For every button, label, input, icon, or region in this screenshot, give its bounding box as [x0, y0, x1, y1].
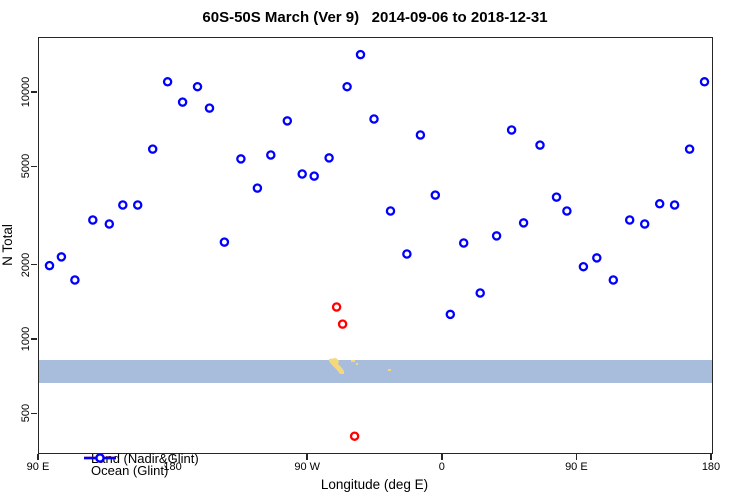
data-point [162, 77, 173, 87]
data-point [402, 249, 412, 259]
y-axis-label: N Total [0, 224, 15, 266]
data-point [535, 140, 545, 150]
data-point [342, 81, 352, 92]
x-tick-label: 180 [163, 461, 182, 473]
y-tick-mark [31, 91, 37, 93]
map-band-land-patagonia [329, 358, 344, 374]
x-tick-label: 0 [438, 461, 445, 473]
y-tick-label: 2000 [20, 252, 32, 277]
data-point [236, 154, 246, 164]
data-point [385, 206, 396, 216]
data-point [349, 431, 360, 441]
x-tick-mark [575, 453, 578, 460]
data-point [654, 199, 665, 209]
x-tick-label: 90 W [294, 461, 321, 473]
data-point [430, 190, 441, 200]
y-tick-mark [31, 263, 37, 266]
data-point [118, 200, 128, 210]
map-band-land-island [356, 363, 358, 365]
legend: Land (Nadir&Glint) Ocean (Glint) [83, 451, 199, 479]
data-point [355, 49, 366, 60]
data-point [458, 238, 469, 248]
data-point [70, 275, 80, 285]
data-point [309, 171, 319, 181]
x-tick-mark [441, 453, 443, 460]
data-point [445, 309, 456, 320]
y-tick-mark [31, 412, 37, 415]
data-point [252, 183, 263, 193]
data-point [192, 81, 203, 92]
data-point [132, 200, 143, 210]
map-band-land-island [388, 369, 391, 371]
plot-area: Land (Nadir&Glint) Ocean (Glint) [38, 37, 713, 478]
data-point [415, 130, 426, 140]
x-tick-mark [306, 453, 308, 460]
data-point [608, 275, 619, 285]
chart-title: 60S-50S March (Ver 9) 2014-09-06 to 2018… [202, 9, 548, 26]
data-point [551, 192, 562, 202]
data-point [592, 253, 602, 263]
data-point [331, 302, 342, 312]
x-tick-mark [37, 453, 39, 460]
data-point [337, 319, 348, 329]
x-tick-label: 90 E [26, 461, 50, 473]
map-band-ocean [39, 360, 712, 383]
x-tick-label: 180 [701, 461, 721, 473]
data-point [44, 260, 55, 271]
data-point [104, 219, 115, 229]
legend-label-ocean: Ocean (Glint) [91, 463, 169, 479]
legend-item-ocean: Ocean (Glint) [83, 453, 199, 479]
data-point [266, 150, 276, 160]
y-tick-label: 10000 [20, 76, 32, 108]
data-point [684, 144, 695, 154]
y-tick-mark [31, 338, 37, 340]
scatter-canvas [39, 49, 712, 441]
data-point [204, 103, 215, 113]
y-tick-mark [31, 165, 37, 168]
x-tick-mark [171, 453, 174, 460]
data-point [475, 288, 485, 298]
data-point [506, 125, 517, 135]
data-point [578, 261, 589, 272]
data-point [699, 77, 710, 87]
x-tick-mark [710, 453, 712, 460]
data-point [639, 219, 650, 229]
data-point [562, 206, 572, 216]
data-point [324, 153, 334, 163]
data-point [56, 252, 67, 262]
data-point [147, 144, 158, 154]
y-tick-label: 1000 [20, 326, 32, 352]
data-point [669, 200, 680, 210]
data-point [282, 116, 293, 126]
data-point [491, 231, 502, 241]
y-tick-label: 5000 [20, 154, 32, 179]
data-point [297, 169, 307, 179]
map-band-land-island [351, 360, 355, 362]
data-point [624, 215, 635, 225]
x-tick-label: 90 E [565, 461, 588, 473]
data-point [88, 215, 98, 225]
y-tick-label: 500 [20, 404, 32, 423]
data-point [177, 97, 188, 107]
legend-symbol-ocean-icon [84, 453, 116, 463]
data-point [369, 114, 379, 124]
data-point [219, 237, 230, 247]
x-axis-label: Longitude (deg E) [320, 477, 429, 492]
data-point [518, 218, 529, 228]
